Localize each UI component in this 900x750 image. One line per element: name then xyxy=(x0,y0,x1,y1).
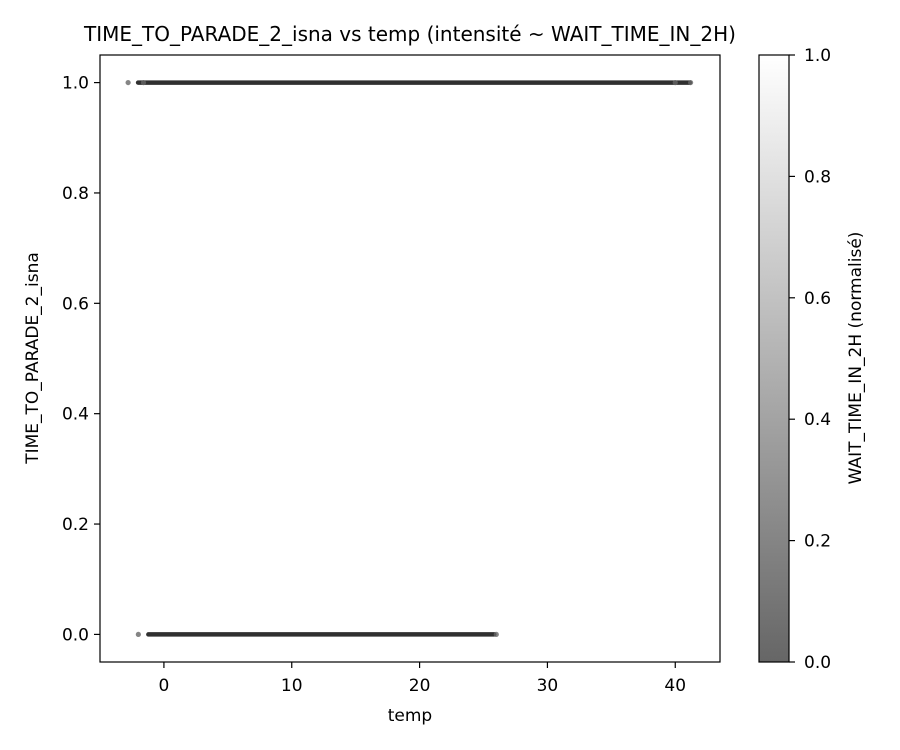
scatter-point xyxy=(140,79,147,86)
x-axis-label: temp xyxy=(388,706,432,726)
colorbar-tick-label: 0.8 xyxy=(804,167,831,187)
y-tick-label: 0.0 xyxy=(62,625,89,645)
colorbar-ticks: 0.0 0.2 0.4 0.6 0.8 1.0 xyxy=(789,46,831,673)
scatter-points xyxy=(125,79,694,638)
scatter-point xyxy=(135,631,141,638)
scatter-point xyxy=(687,79,694,86)
y-tick-label: 0.4 xyxy=(62,405,89,425)
y-tick-label: 1.0 xyxy=(62,74,89,94)
x-tick-label: 40 xyxy=(664,676,686,696)
colorbar-tick-label: 0.0 xyxy=(804,653,831,673)
colorbar-tick-label: 1.0 xyxy=(804,46,831,66)
y-tick-label: 0.6 xyxy=(62,294,89,314)
y-tick-label: 0.8 xyxy=(62,184,89,204)
colorbar-tick-label: 0.4 xyxy=(804,410,831,430)
x-axis-ticks: 0 10 20 30 40 xyxy=(159,662,686,696)
y-axis-ticks: 0.0 0.2 0.4 0.6 0.8 1.0 xyxy=(62,74,100,645)
y-axis-label: TIME_TO_PARADE_2_isna xyxy=(23,252,43,465)
x-tick-label: 10 xyxy=(281,676,303,696)
colorbar-tick-label: 0.2 xyxy=(804,532,831,552)
x-tick-label: 20 xyxy=(409,676,431,696)
plot-area-frame xyxy=(99,54,721,663)
colorbar-label: WAIT_TIME_IN_2H (normalisé) xyxy=(846,232,866,485)
chart-title: TIME_TO_PARADE_2_isna vs temp (intensité… xyxy=(83,22,736,46)
colorbar-tick-label: 0.6 xyxy=(804,289,831,309)
scatter-point xyxy=(493,631,499,638)
scatter-point xyxy=(672,79,678,86)
x-tick-label: 30 xyxy=(537,676,559,696)
x-tick-label: 0 xyxy=(159,676,170,696)
colorbar xyxy=(758,54,790,663)
scatter-point xyxy=(125,79,131,86)
y-tick-label: 0.2 xyxy=(62,515,89,535)
